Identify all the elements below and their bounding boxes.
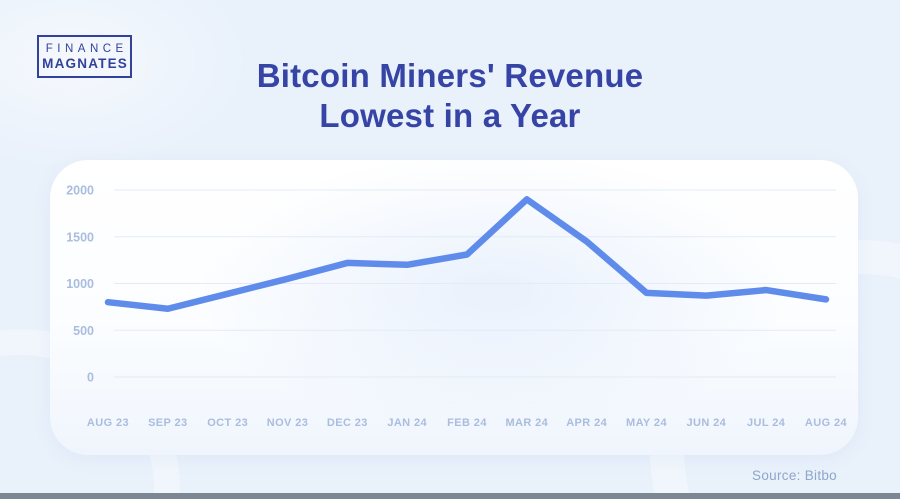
source-label: Source: Bitbo <box>752 468 837 483</box>
page-title: Bitcoin Miners' Revenue Lowest in a Year <box>0 56 900 136</box>
page-title-line1: Bitcoin Miners' Revenue <box>256 57 644 94</box>
x-tick-label-mar-24: MAR 24 <box>505 417 548 429</box>
x-tick-label-jul-24: JUL 24 <box>747 417 786 429</box>
finance-magnates-logo: FINANCE MAGNATES <box>37 35 132 78</box>
chart-card: 0 500 1000 1500 2000 AUG 23 SEP 23 OCT 23 NOV 23… <box>50 160 858 455</box>
bottom-accent-bar <box>0 493 900 499</box>
x-tick-label-nov-23: NOV 23 <box>267 417 309 429</box>
x-tick-label-dec-23: DEC 23 <box>327 417 368 429</box>
y-tick-label-2000: 2000 <box>66 184 94 198</box>
page-title-line2: Lowest in a Year <box>319 97 581 134</box>
x-tick-label-aug-23: AUG 23 <box>87 417 129 429</box>
revenue-line-series <box>104 196 830 312</box>
revenue-line-chart: 0 500 1000 1500 2000 AUG 23 SEP 23 OCT 23 NOV 23… <box>66 184 848 430</box>
y-tick-label-500: 500 <box>73 324 94 338</box>
y-tick-label-1500: 1500 <box>66 230 94 244</box>
y-tick-label-0: 0 <box>87 371 94 385</box>
logo-word-magnates: MAGNATES <box>42 55 129 71</box>
x-tick-label-oct-23: OCT 23 <box>207 417 248 429</box>
x-tick-label-may-24: MAY 24 <box>626 417 667 429</box>
logo-word-finance: FINANCE <box>45 42 128 55</box>
x-tick-label-jun-24: JUN 24 <box>686 417 726 429</box>
x-tick-label-sep-23: SEP 23 <box>148 417 188 429</box>
x-tick-label-jan-24: JAN 24 <box>387 417 427 429</box>
y-tick-label-1000: 1000 <box>66 277 94 291</box>
x-tick-label-aug-24: AUG 24 <box>805 417 848 429</box>
x-tick-label-feb-24: FEB 24 <box>447 417 487 429</box>
x-tick-label-apr-24: APR 24 <box>566 417 607 429</box>
